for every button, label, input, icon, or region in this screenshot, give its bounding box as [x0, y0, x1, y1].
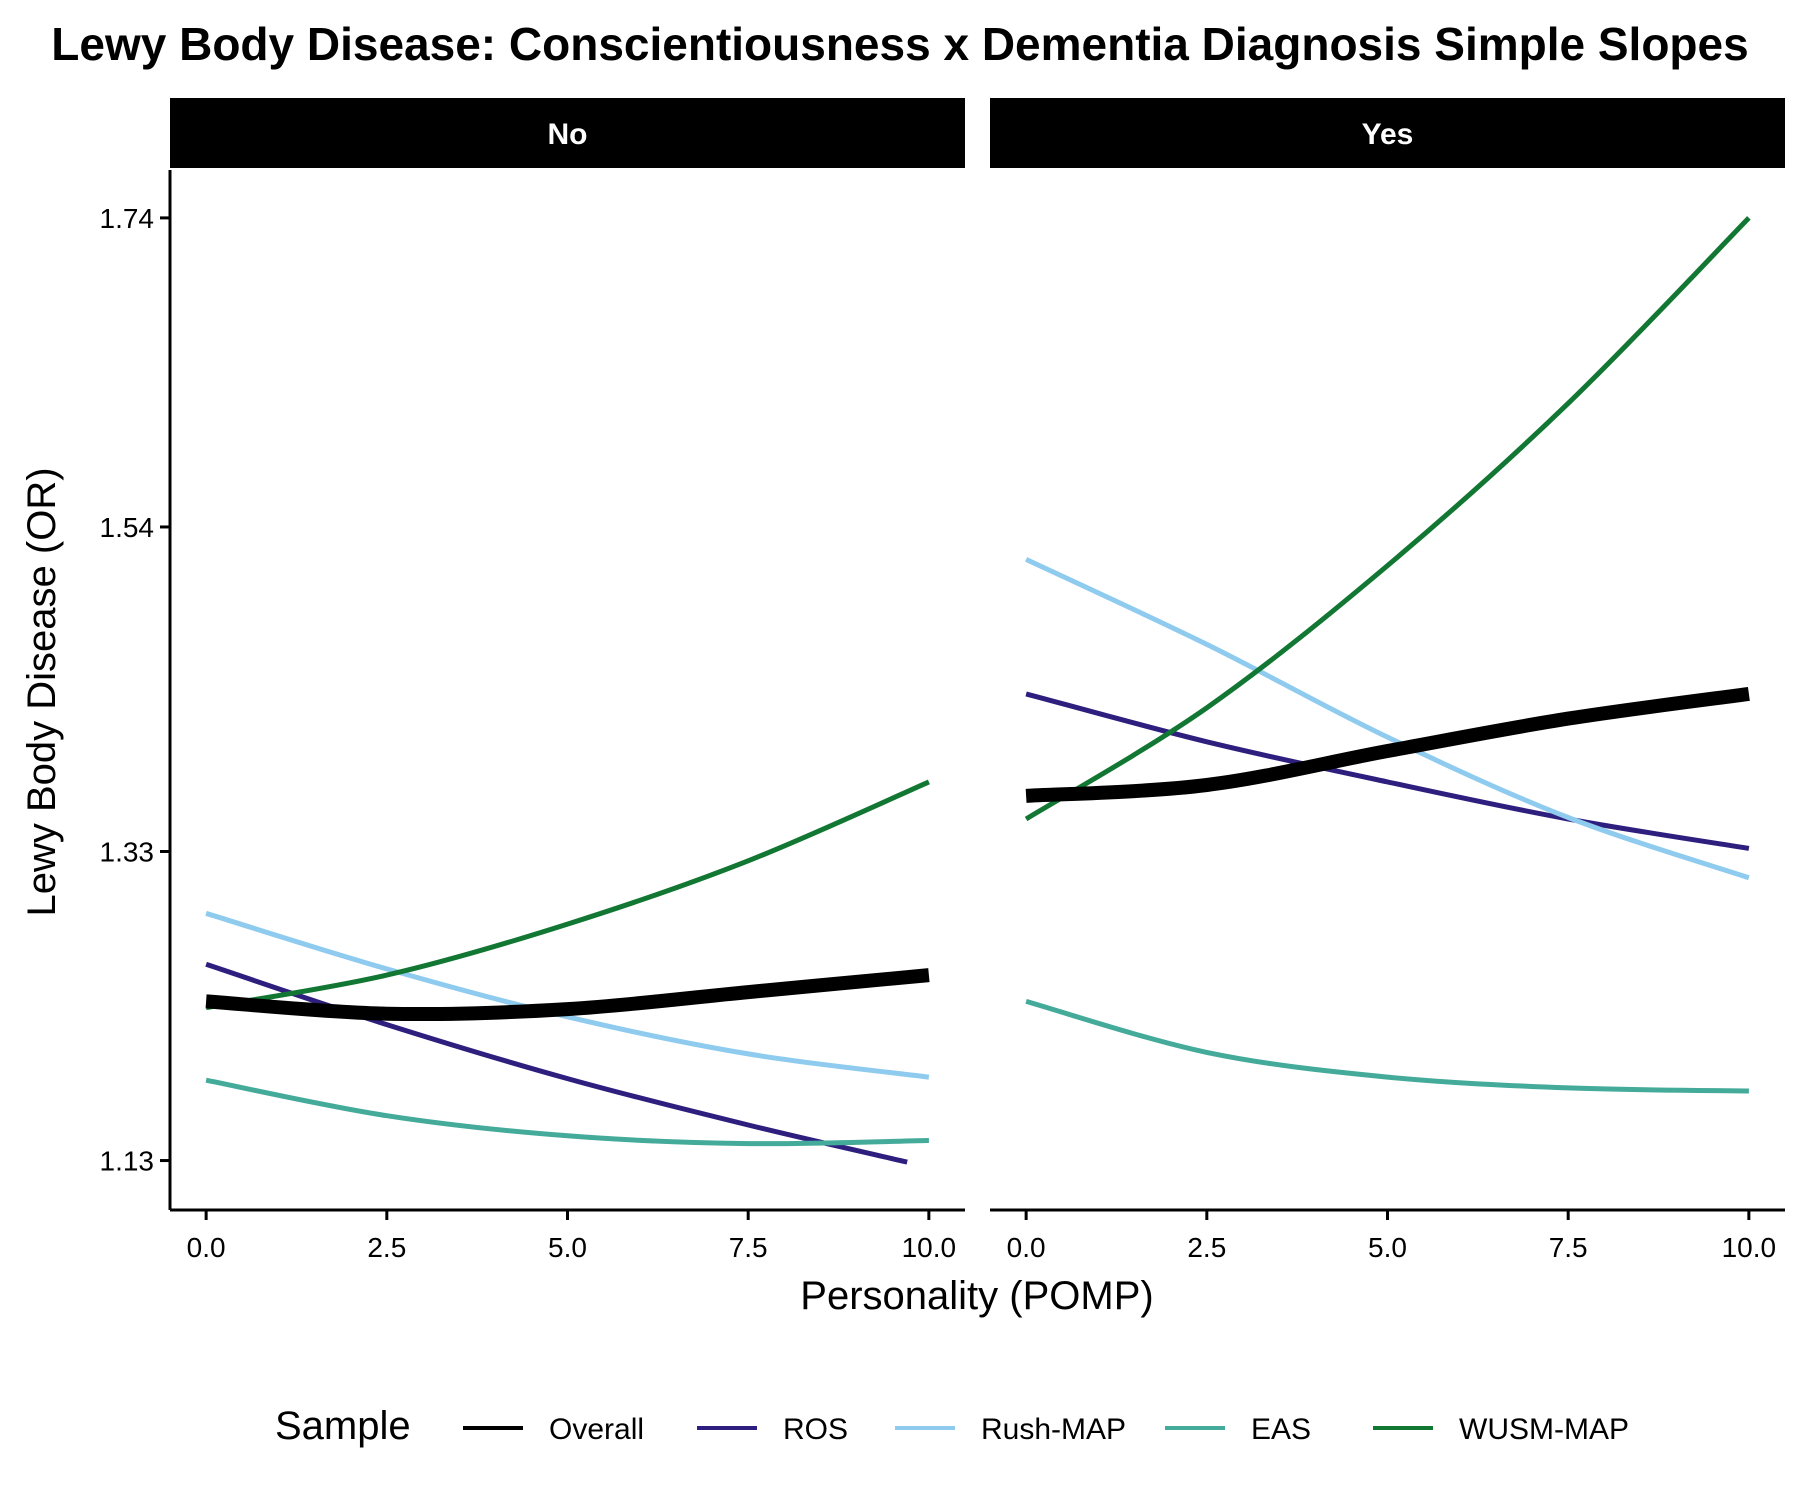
x-tick-label: 0.0: [1007, 1232, 1046, 1263]
y-tick-label: 1.13: [100, 1146, 155, 1177]
chart-title: Lewy Body Disease: Conscientiousness x D…: [51, 18, 1748, 70]
y-tick-label: 1.54: [100, 512, 155, 543]
legend-item-overall: Overall: [463, 1413, 644, 1446]
series-line-rush-map-no: [205, 910, 930, 1080]
legend-label: WUSM-MAP: [1459, 1413, 1629, 1446]
legend-items: Overall ROS Rush-MAP EAS WUSM-MAP: [463, 1413, 1629, 1446]
facet-strip-label: No: [548, 118, 588, 151]
y-tick-label: 1.74: [100, 203, 155, 234]
x-tick-label: 2.5: [367, 1232, 406, 1263]
facet-strip-no: [170, 98, 965, 168]
x-tick-label: 7.5: [729, 1232, 768, 1263]
series-line-overall-no: [205, 968, 930, 1022]
series-line-wusm-map-no: [205, 779, 930, 1011]
legend-label: Rush-MAP: [981, 1413, 1126, 1446]
legend-item-ros: ROS: [697, 1413, 848, 1446]
x-tick-label: 0.0: [187, 1232, 226, 1263]
legend-label: EAS: [1251, 1413, 1311, 1446]
legend-title: Sample: [275, 1404, 411, 1448]
series-line-wusm-map-yes: [1024, 216, 1751, 822]
panel-yes: Yes 0.0 2.5 5.0 7.5 10.0: [990, 98, 1785, 1263]
x-tick-label: 5.0: [548, 1232, 587, 1263]
x-tick-label: 5.0: [1368, 1232, 1407, 1263]
x-tick-label: 10.0: [1722, 1232, 1777, 1263]
x-axis-title: Personality (POMP): [800, 1274, 1153, 1318]
legend-item-rush-map: Rush-MAP: [895, 1413, 1126, 1446]
series-line-overall-yes: [1025, 686, 1750, 803]
x-tick-label: 7.5: [1549, 1232, 1588, 1263]
series-line-eas-yes: [1025, 998, 1749, 1094]
panel-no: No 1.13 1.33 1.54 1.74 0.0 2.5 5.0 7.5 10.0: [100, 98, 965, 1263]
x-tick-label: 10.0: [902, 1232, 957, 1263]
facet-strip-label: Yes: [1362, 118, 1414, 151]
legend-item-wusm-map: WUSM-MAP: [1373, 1413, 1629, 1446]
legend: Sample Overall ROS Rush-MAP EAS WUSM-MAP: [275, 1404, 1629, 1448]
legend-label: Overall: [549, 1413, 644, 1446]
series-line-rush-map-yes: [1025, 557, 1750, 881]
y-tick-label: 1.33: [100, 836, 155, 867]
series-line-ros-yes: [1025, 691, 1750, 851]
legend-item-eas: EAS: [1165, 1413, 1311, 1446]
facet-strip-yes: [990, 98, 1785, 168]
series-line-eas-no: [205, 1077, 929, 1147]
facet-panels: No 1.13 1.33 1.54 1.74 0.0 2.5 5.0 7.5 10.0 Yes 0.0…: [100, 98, 1785, 1263]
y-axis-title: Lewy Body Disease (OR): [20, 467, 64, 916]
x-tick-label: 2.5: [1187, 1232, 1226, 1263]
legend-label: ROS: [783, 1413, 848, 1446]
